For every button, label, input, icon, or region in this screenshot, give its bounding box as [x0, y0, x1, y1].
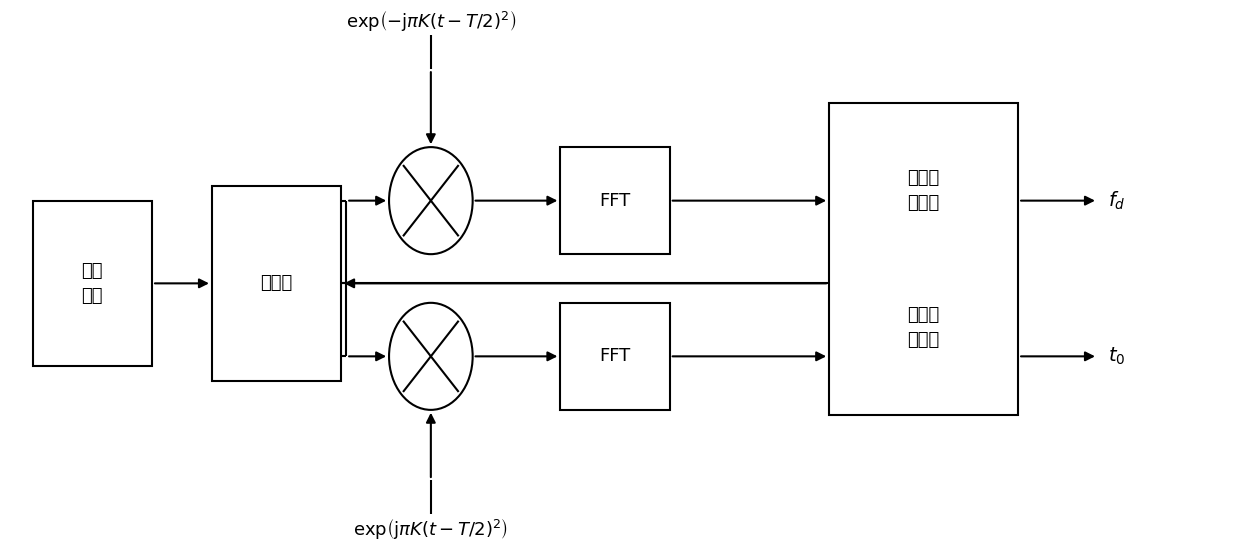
Text: 频率时
延估计: 频率时 延估计	[908, 306, 940, 349]
Text: 缓冲区: 缓冲区	[260, 274, 293, 293]
Text: FFT: FFT	[599, 348, 631, 365]
Text: $t_0$: $t_0$	[1107, 346, 1125, 367]
Bar	[32, 200, 153, 366]
Text: FFT: FFT	[599, 192, 631, 210]
Bar	[560, 303, 670, 410]
Text: $f_d$: $f_d$	[1107, 189, 1126, 212]
Text: $\mathrm{exp}\left(\mathrm{j}\pi K\left(t-T/2\right)^{2}\right)$: $\mathrm{exp}\left(\mathrm{j}\pi K\left(…	[353, 516, 508, 541]
Bar	[560, 147, 670, 254]
Text: 信号到
达检测: 信号到 达检测	[908, 169, 940, 212]
Bar	[212, 186, 341, 380]
Text: $\mathrm{exp}\left(-\mathrm{j}\pi K\left(t-T/2\right)^{2}\right)$: $\mathrm{exp}\left(-\mathrm{j}\pi K\left…	[346, 8, 516, 33]
Ellipse shape	[389, 303, 472, 410]
Bar	[830, 103, 1018, 414]
Ellipse shape	[389, 147, 472, 254]
Text: 接收
信号: 接收 信号	[82, 262, 103, 305]
